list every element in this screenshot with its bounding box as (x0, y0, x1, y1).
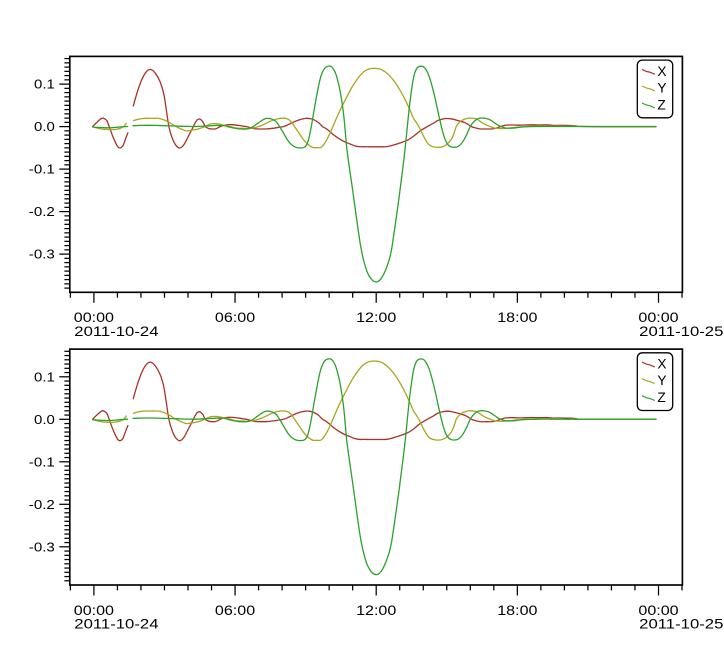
svg-text:2011-10-25: 2011-10-25 (639, 324, 723, 340)
svg-text:-0.3: -0.3 (29, 539, 55, 554)
svg-text:2011-10-24: 2011-10-24 (74, 324, 158, 340)
svg-text:Z: Z (657, 390, 665, 405)
svg-text:2011-10-24: 2011-10-24 (74, 617, 158, 633)
svg-text:0.0: 0.0 (34, 412, 55, 427)
svg-text:-0.3: -0.3 (29, 247, 55, 262)
svg-text:Y: Y (657, 80, 666, 95)
svg-text:Z: Z (657, 97, 665, 112)
svg-text:-0.1: -0.1 (29, 454, 55, 469)
svg-text:00:00: 00:00 (638, 310, 678, 326)
svg-text:00:00: 00:00 (74, 310, 114, 326)
svg-text:18:00: 18:00 (497, 603, 537, 619)
svg-text:0.1: 0.1 (34, 369, 55, 384)
svg-text:06:00: 06:00 (215, 603, 255, 619)
svg-text:X: X (657, 64, 666, 79)
svg-text:06:00: 06:00 (215, 310, 255, 326)
svg-text:-0.2: -0.2 (29, 204, 55, 219)
svg-text:0.0: 0.0 (34, 119, 55, 134)
svg-text:18:00: 18:00 (497, 310, 537, 326)
svg-text:X: X (657, 357, 666, 372)
svg-text:Y: Y (657, 373, 666, 388)
svg-text:-0.2: -0.2 (29, 497, 55, 512)
svg-text:2011-10-25: 2011-10-25 (639, 617, 723, 633)
svg-text:00:00: 00:00 (74, 603, 114, 619)
svg-text:0.1: 0.1 (34, 77, 55, 92)
svg-text:-0.1: -0.1 (29, 162, 55, 177)
svg-text:00:00: 00:00 (638, 603, 678, 619)
svg-text:12:00: 12:00 (356, 310, 396, 326)
svg-text:12:00: 12:00 (356, 603, 396, 619)
